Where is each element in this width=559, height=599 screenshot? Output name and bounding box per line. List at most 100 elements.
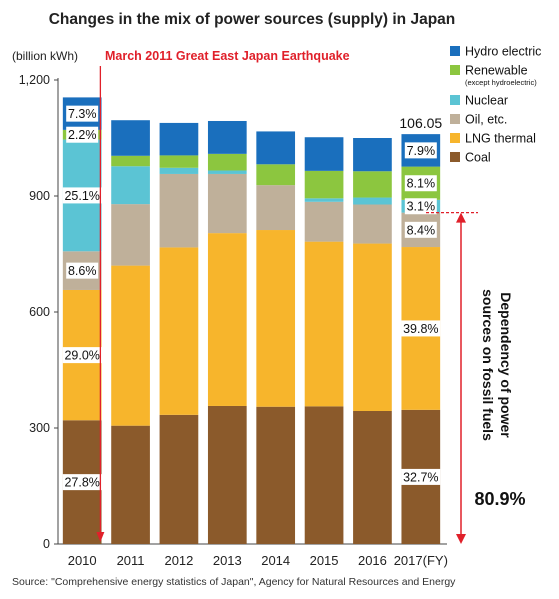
data-label-text: 32.7%: [403, 470, 438, 484]
bar-segment: [207, 233, 247, 406]
y-tick-label: 900: [29, 189, 50, 203]
y-tick-label: 0: [43, 537, 50, 551]
legend-swatch: [450, 46, 460, 56]
total-label: 106.05: [399, 115, 442, 131]
legend-swatch: [450, 95, 460, 105]
data-label-box: [62, 347, 102, 364]
data-label: 8.1%: [404, 175, 437, 192]
data-label-box: [401, 320, 441, 337]
bar-segment: [304, 170, 344, 199]
bar-segment: [304, 406, 344, 544]
fossil-arrow-down: [456, 534, 466, 544]
data-label: 39.8%: [401, 320, 441, 337]
data-label-text: 3.1%: [407, 200, 436, 214]
data-label-box: [404, 198, 437, 215]
bar-segment: [111, 166, 150, 205]
legend-label: Renewable: [465, 64, 528, 78]
data-label: 29.0%: [62, 347, 102, 364]
data-label-text: 2.2%: [68, 128, 97, 142]
x-tick-label: 2012: [164, 553, 193, 568]
fossil-annotation-line1: Dependency of power: [498, 292, 514, 438]
data-label-box: [66, 262, 99, 279]
data-label: 8.4%: [404, 221, 437, 238]
legend: Hydro electric Renewable(except hydroelec…: [450, 45, 541, 165]
data-label-text: 27.8%: [64, 476, 99, 490]
data-label-box: [66, 105, 99, 122]
bar-segment: [207, 120, 247, 154]
data-label-text: 8.1%: [407, 177, 436, 191]
x-tick-label: 2014: [261, 553, 290, 568]
bar-segment: [207, 173, 247, 234]
bar-segment: [304, 241, 344, 407]
bar-segment: [353, 204, 392, 244]
data-label: 32.7%: [401, 468, 441, 485]
data-label-text: 39.8%: [403, 322, 438, 336]
bar-segment: [256, 131, 296, 165]
legend-swatch: [450, 114, 460, 124]
axes: 0 300 600 900 1,200 2010 2011 2012 2013 2014 2015 2…: [19, 73, 448, 568]
bar-segment: [256, 185, 296, 231]
data-label-box: [404, 175, 437, 192]
legend-label: Coal: [465, 151, 491, 165]
bar-segment: [111, 265, 150, 426]
data-label-text: 25.1%: [64, 189, 99, 203]
bar-segment: [111, 204, 150, 266]
x-tick-label: 2016: [358, 553, 387, 568]
bar-segment: [207, 153, 247, 171]
data-label: 7.3%: [66, 105, 99, 122]
legend-label: Oil, etc.: [465, 113, 507, 127]
fossil-arrow-up: [456, 212, 466, 223]
bar-segment: [304, 201, 344, 242]
data-label-box: [404, 142, 437, 159]
bars: [62, 97, 441, 544]
y-tick-label: 300: [29, 421, 50, 435]
legend-label: LNG thermal: [465, 132, 536, 146]
bar-segment: [353, 171, 392, 198]
bar-segment: [304, 137, 344, 171]
data-label-text: 7.3%: [68, 107, 97, 121]
bar-segment: [353, 410, 392, 544]
earthquake-arrow-head: [96, 532, 105, 542]
legend-sublabel: (except hydroelectric): [465, 78, 537, 87]
fossil-value: 80.9%: [474, 489, 525, 509]
data-label-text: 8.4%: [407, 223, 436, 237]
bar-segment: [159, 173, 199, 248]
bar-segment: [111, 155, 150, 167]
bar-segment: [304, 198, 344, 202]
bar-segment: [159, 155, 199, 168]
legend-swatch: [450, 65, 460, 75]
x-tick-label: 2015: [310, 553, 339, 568]
bar-segment: [159, 414, 199, 544]
bar-segment: [111, 425, 150, 544]
bar-segment: [256, 230, 296, 407]
source-note: Source: "Comprehensive energy statistics…: [12, 576, 456, 588]
data-label-box: [62, 474, 102, 491]
fossil-annotation-line2: sources on fossil fuels: [480, 289, 496, 441]
bar-segment: [256, 406, 296, 544]
bar-segment: [353, 243, 392, 411]
earthquake-annotation-label: March 2011 Great East Japan Earthquake: [105, 49, 350, 63]
y-tick-label: 600: [29, 305, 50, 319]
bar-segment: [353, 138, 392, 172]
x-tick-label: 2010: [68, 553, 97, 568]
bar-segment: [256, 164, 296, 186]
bar-segment: [159, 122, 199, 156]
data-label: 8.6%: [66, 262, 99, 279]
legend-label: Hydro electric: [465, 45, 541, 59]
legend-swatch: [450, 133, 460, 143]
bar-segment: [159, 247, 199, 415]
x-tick-label: 2017(FY): [394, 553, 448, 568]
legend-swatch: [450, 152, 460, 162]
bar-segment: [207, 170, 247, 174]
data-label-box: [66, 126, 99, 143]
bar-segment: [111, 120, 150, 156]
data-label-text: 29.0%: [64, 349, 99, 363]
data-label: 27.8%: [62, 474, 102, 491]
x-tick-label: 2013: [213, 553, 242, 568]
data-label-text: 7.9%: [407, 144, 436, 158]
y-tick-label: 1,200: [19, 73, 50, 87]
y-axis-label: (billion kWh): [12, 49, 78, 63]
